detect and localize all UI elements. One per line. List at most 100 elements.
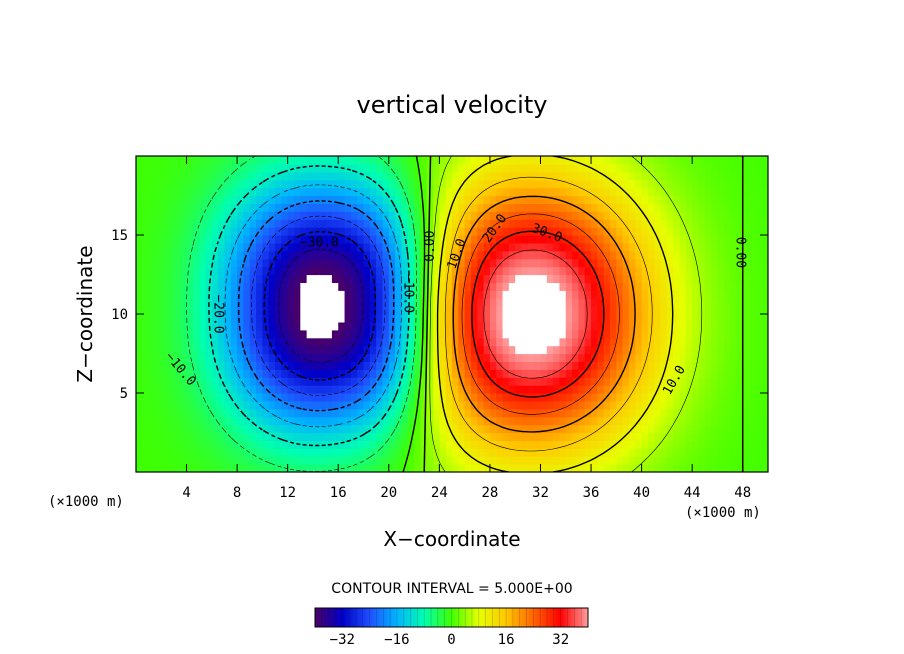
field-cell: [319, 282, 327, 291]
field-cell: [515, 187, 523, 197]
field-cell: [458, 266, 466, 276]
field-cell: [363, 195, 371, 204]
field-cell: [142, 440, 150, 449]
field-cell: [243, 171, 251, 181]
field-cell: [704, 250, 712, 260]
field-cell: [186, 156, 194, 165]
field-cell: [730, 432, 737, 441]
field-cell: [673, 235, 681, 244]
field-cell: [211, 242, 219, 252]
field-cell: [287, 456, 295, 465]
field-cell: [167, 282, 175, 291]
field-cell: [628, 242, 636, 252]
field-cell: [464, 282, 472, 291]
field-cell: [553, 258, 561, 268]
field-cell: [281, 298, 289, 307]
field-cell: [180, 227, 188, 236]
field-cell: [237, 203, 245, 212]
field-cell: [268, 227, 276, 236]
field-cell: [616, 456, 624, 465]
field-cell: [218, 250, 226, 260]
field-cell: [749, 235, 756, 244]
field-cell: [281, 179, 289, 189]
field-cell: [256, 440, 263, 449]
field-cell: [546, 187, 554, 197]
field-cell: [496, 298, 504, 307]
field-cell: [641, 306, 649, 315]
field-cell: [376, 266, 384, 276]
field-cell: [344, 179, 352, 189]
field-cell: [243, 235, 251, 244]
field-cell: [350, 321, 358, 331]
field-cell: [591, 314, 598, 323]
field-cell: [395, 203, 403, 212]
field-cell: [666, 456, 674, 465]
field-cell: [635, 274, 643, 283]
field-cell: [616, 345, 624, 355]
field-cell: [148, 385, 156, 394]
field-cell: [331, 211, 339, 220]
field-cell: [502, 290, 510, 299]
field-cell: [294, 274, 301, 283]
field-cell: [515, 337, 523, 347]
field-cell: [224, 258, 232, 268]
field-cell: [167, 440, 175, 449]
field-cell: [666, 385, 674, 394]
field-cell: [186, 345, 194, 355]
field-cell: [420, 440, 428, 449]
field-cell: [540, 464, 548, 472]
field-cell: [546, 393, 554, 402]
field-cell: [192, 432, 200, 441]
field-cell: [275, 187, 282, 197]
field-cell: [534, 369, 542, 378]
field-cell: [546, 274, 554, 283]
field-cell: [704, 163, 712, 173]
field-cell: [142, 282, 150, 291]
field-cell: [483, 306, 491, 315]
field-cell: [407, 321, 415, 331]
field-cell: [508, 408, 516, 418]
field-cell: [635, 179, 643, 189]
field-cell: [704, 361, 712, 370]
field-cell: [154, 298, 162, 307]
field-cell: [711, 187, 719, 197]
field-cell: [161, 432, 169, 441]
field-cell: [382, 195, 390, 204]
field-cell: [173, 242, 181, 252]
field-cell: [312, 274, 320, 283]
field-cell: [426, 385, 434, 394]
field-cell: [376, 416, 384, 426]
field-cell: [508, 282, 516, 291]
field-cell: [281, 456, 289, 465]
field-cell: [761, 408, 768, 418]
field-cell: [281, 416, 289, 426]
field-cell: [470, 448, 478, 457]
field-cell: [294, 361, 301, 370]
field-cell: [376, 321, 384, 331]
field-cell: [294, 321, 301, 331]
field-cell: [685, 298, 693, 307]
field-cell: [622, 195, 630, 204]
field-cell: [515, 432, 523, 441]
field-cell: [742, 211, 750, 220]
field-cell: [452, 306, 459, 315]
field-cell: [154, 227, 162, 236]
field-cell: [685, 440, 693, 449]
field-cell: [647, 235, 655, 244]
field-cell: [262, 448, 270, 457]
field-cell: [357, 156, 365, 165]
field-cell: [755, 369, 763, 378]
field-cell: [717, 424, 725, 434]
field-cell: [433, 400, 440, 410]
field-cell: [186, 282, 194, 291]
field-cell: [723, 456, 731, 465]
field-cell: [685, 416, 693, 426]
field-cell: [660, 306, 668, 315]
field-cell: [230, 203, 238, 212]
field-cell: [161, 416, 169, 426]
field-cell: [489, 440, 497, 449]
field-cell: [218, 432, 226, 441]
field-cell: [211, 290, 219, 299]
field-cell: [369, 385, 377, 394]
field-cell: [572, 306, 579, 315]
